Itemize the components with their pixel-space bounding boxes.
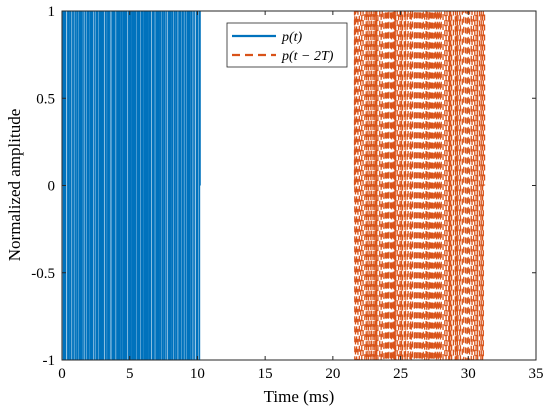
x-tick-label: 10 xyxy=(190,366,205,382)
y-tick-label: -1 xyxy=(43,353,56,369)
legend-label-p-t-minus-2t: p(t − 2T) xyxy=(281,49,334,64)
legend: p(t) p(t − 2T) xyxy=(226,22,348,68)
y-tick-label: -0.5 xyxy=(31,266,55,282)
y-tick-label: 0 xyxy=(48,179,56,195)
x-tick-label: 15 xyxy=(258,366,273,382)
x-tick-label: 30 xyxy=(461,366,476,382)
x-tick-label: 0 xyxy=(58,366,66,382)
y-axis-title: Normalized amplitude xyxy=(5,109,24,261)
ticks-layer: 0 5 10 15 20 25 30 35 -1 -0.5 0 0.5 1 xyxy=(31,4,543,382)
x-tick-label: 5 xyxy=(126,366,134,382)
series-line-0 xyxy=(62,11,201,360)
x-axis-title: Time (ms) xyxy=(264,387,335,406)
legend-label-p-t: p(t) xyxy=(281,30,303,45)
y-tick-label: 0.5 xyxy=(36,91,55,107)
x-tick-label: 25 xyxy=(393,366,408,382)
x-tick-label: 20 xyxy=(325,366,340,382)
x-tick-label: 35 xyxy=(529,366,544,382)
y-tick-label: 1 xyxy=(48,4,56,20)
legend-box xyxy=(226,22,348,68)
